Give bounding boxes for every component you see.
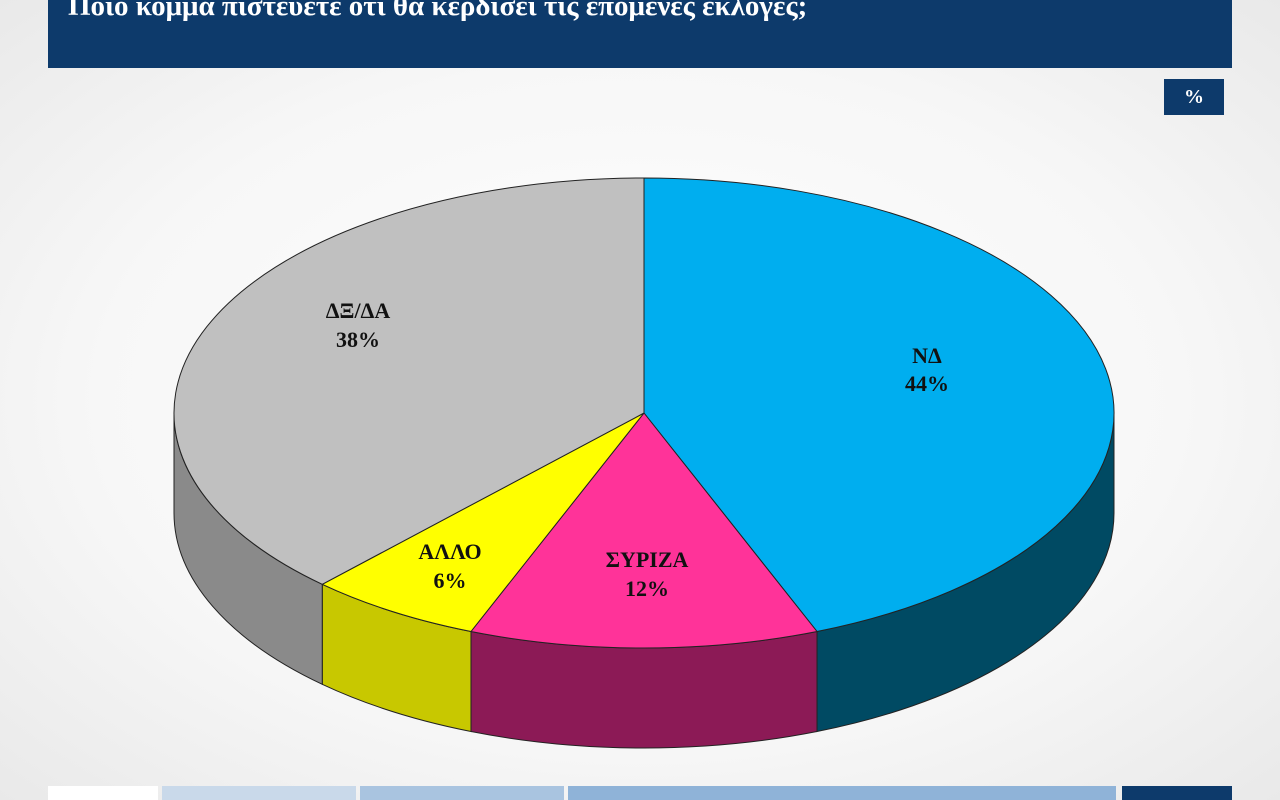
- title-bar: Ποιο κόμμα πιστεύετε ότι θα κερδίσει τις…: [48, 0, 1232, 68]
- pie-slice-ΝΔ: [643, 177, 1115, 633]
- pie-labels: ΝΔ 44% ΣΥΡΙΖΑ 12% ΑΛΛΟ 6% ΔΞ/ΔΑ 38%: [326, 298, 949, 601]
- pie-slice-ΔΞ/ΔΑ: [173, 177, 645, 585]
- slice-name-label: ΔΞ/ΔΑ: [326, 298, 391, 323]
- unit-badge: %: [1164, 79, 1224, 115]
- footer-segment-3: [360, 786, 564, 800]
- slice-value-label: 6%: [434, 568, 467, 593]
- chart-title: Ποιο κόμμα πιστεύετε ότι θα κερδίσει τις…: [68, 0, 808, 22]
- slice-name-label: ΣΥΡΙΖΑ: [606, 547, 689, 572]
- pie-slice-ΣΥΡΙΖΑ: [470, 412, 818, 649]
- footer-strip: [0, 786, 1280, 800]
- pie-slice-ΑΛΛΟ: [321, 412, 645, 633]
- slice-value-label: 12%: [625, 576, 669, 601]
- slice-name-label: ΝΔ: [912, 343, 942, 368]
- slice-name-label: ΑΛΛΟ: [418, 539, 481, 564]
- slice-value-label: 44%: [905, 371, 949, 396]
- pie-side-ΣΥΡΙΖΑ: [470, 630, 818, 749]
- slice-value-label: 38%: [336, 327, 380, 352]
- footer-segment-4: [568, 786, 1116, 800]
- footer-segment-2: [162, 786, 356, 800]
- footer-segment-5: [1122, 786, 1232, 800]
- footer-segment-1: [48, 786, 158, 800]
- pie-tops: [173, 177, 1115, 649]
